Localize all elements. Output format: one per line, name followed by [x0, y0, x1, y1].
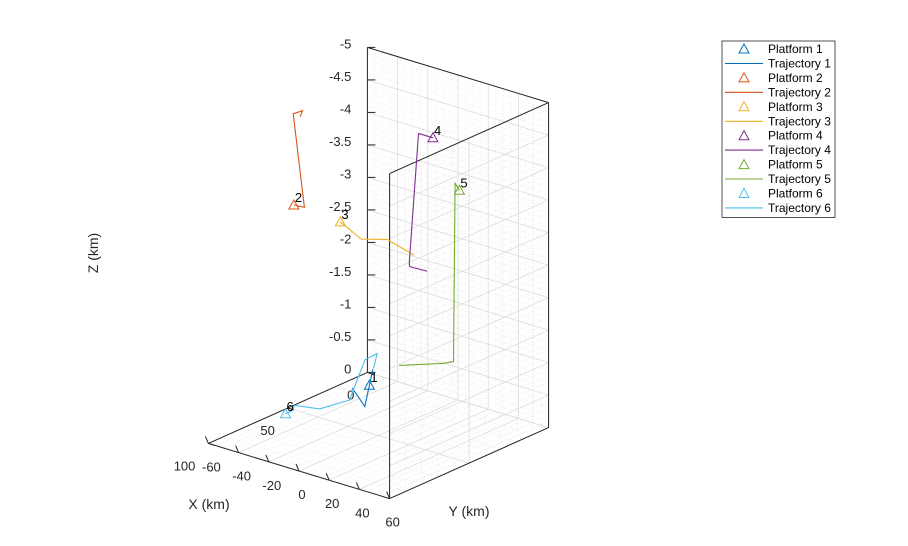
- legend-entry-label: Trajectory 1: [768, 57, 831, 71]
- z-tick-label: 0: [344, 361, 351, 376]
- x-axis-label: X (km): [188, 496, 229, 512]
- y-tick-label: 20: [325, 496, 339, 511]
- y-tick: [235, 445, 240, 453]
- trajectory-4-line: [408, 132, 434, 272]
- platform-3-marker: [334, 215, 347, 227]
- legend-entry-label: Platform 4: [768, 129, 823, 143]
- y-tick-label: 40: [355, 505, 369, 520]
- trajectory-1-line: [351, 369, 374, 408]
- x-tick-label: 0: [347, 387, 354, 402]
- legend-entry-label: Platform 6: [768, 187, 823, 201]
- trajectory-3-line: [340, 221, 415, 256]
- x-tick: [208, 442, 215, 446]
- platform-6-marker: [279, 407, 292, 419]
- y-tick: [355, 482, 360, 490]
- legend-entry-label: Platform 2: [768, 71, 823, 85]
- legend-entry-label: Trajectory 2: [768, 85, 831, 99]
- y-tick-label: 60: [385, 515, 399, 530]
- platform-4-group: 4: [408, 123, 441, 272]
- z-tick-label: -3.5: [329, 134, 351, 149]
- legend-entry-label: Platform 1: [768, 42, 823, 56]
- legend-entry-label: Platform 5: [768, 158, 823, 172]
- platform-1-group: 1: [351, 369, 378, 408]
- platform-4-label: 4: [434, 123, 441, 138]
- legend-box: [721, 40, 836, 218]
- z-tick-label: -1.5: [329, 264, 351, 279]
- axes-box: [208, 46, 550, 500]
- platform-2-marker: [288, 198, 300, 210]
- trajectory-6-line: [285, 352, 379, 415]
- platform-1-label: 1: [370, 370, 377, 385]
- y-tick: [204, 436, 209, 444]
- platform-4-marker: [427, 131, 439, 143]
- legend-entry-label: Trajectory 5: [768, 172, 831, 186]
- y-tick: [265, 454, 270, 462]
- data-layer: 1 2 3 4 5 6: [279, 109, 468, 419]
- z-tick-label: -2: [340, 231, 352, 246]
- legend-marker-icon: [738, 42, 750, 54]
- z-tick-label: -3: [340, 166, 352, 181]
- z-tick-label: -4.5: [329, 69, 351, 84]
- y-tick-label: -60: [202, 459, 221, 474]
- platform-6-label: 6: [287, 399, 294, 414]
- z-axis-label: Z (km): [85, 233, 101, 273]
- platform-5-group: 5: [399, 175, 468, 366]
- platform-3-label: 3: [341, 207, 348, 222]
- grid-line-major: [367, 372, 549, 428]
- platform-2-group: 2: [288, 109, 306, 210]
- box-edge: [389, 427, 549, 500]
- legend-marker-icon: [738, 187, 750, 198]
- grid-layer: [208, 47, 549, 499]
- x-tick-label: 100: [174, 458, 196, 473]
- platform-5-marker: [453, 184, 466, 195]
- z-tick-label: -2.5: [329, 199, 351, 214]
- box-edge: [367, 46, 549, 104]
- legend-entry-label: Platform 3: [768, 100, 823, 114]
- z-tick-label: -5: [340, 36, 352, 51]
- legend-entry-label: Trajectory 3: [768, 114, 831, 128]
- y-tick: [386, 491, 391, 499]
- z-tick-label: -0.5: [329, 329, 351, 344]
- platform-5-label: 5: [460, 175, 467, 190]
- platform-1-marker: [363, 379, 376, 390]
- legend-entry-label: Trajectory 4: [768, 143, 831, 157]
- y-tick: [325, 473, 330, 481]
- grid-line-major: [287, 407, 470, 464]
- legend-marker-icon: [738, 71, 750, 83]
- y-tick-label: -40: [232, 469, 251, 484]
- y-tick: [295, 463, 300, 472]
- y-axis-label: Y (km): [449, 503, 490, 519]
- trajectory-2-line: [292, 109, 306, 209]
- y-tick-label: 0: [298, 487, 305, 502]
- legend-marker-icon: [738, 100, 750, 112]
- y-tick-label: -20: [262, 478, 281, 493]
- platform-3-group: 3: [334, 207, 415, 256]
- z-tick-label: -1: [340, 296, 352, 311]
- z-tick-label: -4: [340, 101, 352, 116]
- legend-entry-label: Trajectory 6: [768, 201, 831, 215]
- trajectory-5-line: [399, 181, 460, 366]
- tick-layer: -5 -4.5 -4 -3.5 -3 -2.5 -2 -1.5 -1 -0.5 0 0 50 100 -60…: [174, 36, 400, 529]
- platform-2-label: 2: [295, 190, 302, 205]
- legend-marker-icon: [738, 129, 750, 141]
- platform-6-group: 6: [279, 352, 379, 419]
- legend-marker-icon: [738, 158, 750, 170]
- x-tick-label: 50: [260, 423, 274, 438]
